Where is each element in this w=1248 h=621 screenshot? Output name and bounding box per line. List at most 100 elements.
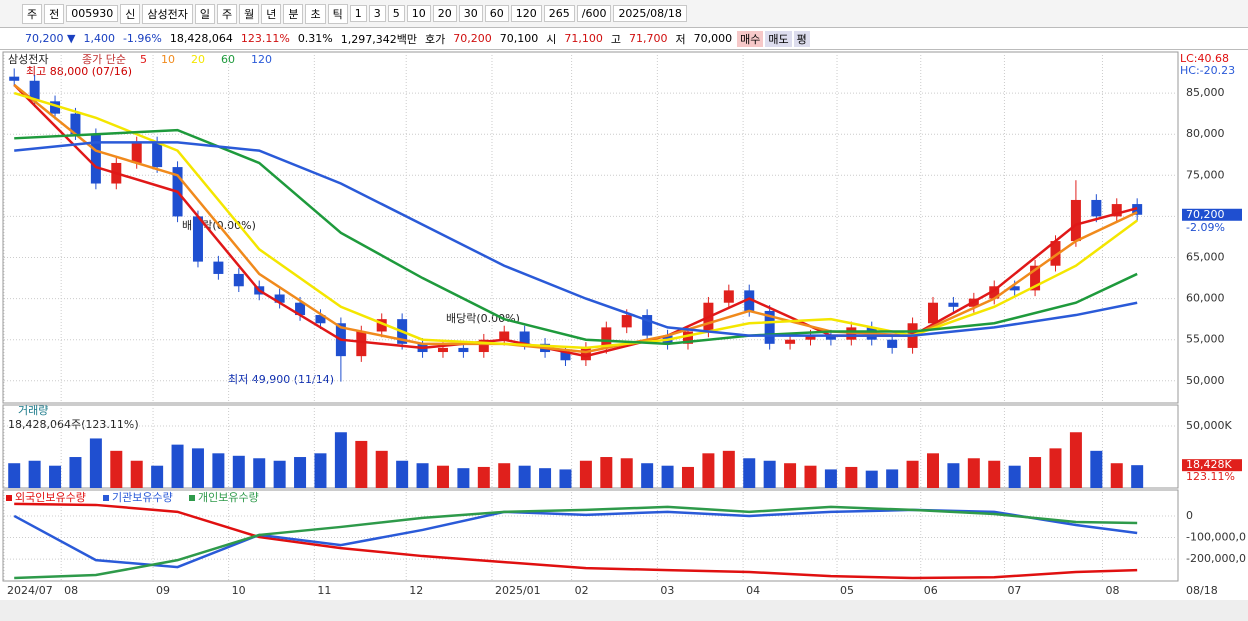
candle-body — [989, 286, 1000, 299]
volume-bar — [457, 468, 470, 488]
toolbar-item[interactable]: 분 — [283, 3, 304, 24]
candle-body — [642, 315, 653, 336]
y-tick-label: -100,000,0 — [1186, 531, 1246, 544]
candle-body — [213, 261, 224, 274]
candle-body — [785, 339, 796, 344]
volume-bar — [110, 450, 123, 488]
candle-body — [499, 331, 510, 340]
candle-body — [723, 290, 734, 303]
candle-body — [70, 113, 81, 135]
toolbar-item[interactable]: 30 — [458, 5, 483, 22]
toolbar-item[interactable]: 120 — [510, 5, 542, 22]
lc: LC:40.68 — [1180, 52, 1229, 65]
candle-body — [356, 331, 367, 357]
volume-bar — [763, 460, 776, 488]
toolbar-item[interactable]: 년 — [261, 3, 282, 24]
toolbar-item[interactable]: /600 — [576, 5, 612, 22]
toolbar-item[interactable]: 전 — [44, 3, 65, 24]
candle-body — [560, 352, 571, 361]
x-tick-label: 07 — [1007, 584, 1021, 597]
candle-body — [744, 290, 755, 311]
candle-body — [1030, 265, 1041, 291]
legend-entry: 5 — [140, 53, 147, 66]
quote-item: 저 — [675, 32, 686, 46]
toolbar-item[interactable]: 틱 — [327, 3, 348, 24]
quote-item: 0.31% — [297, 32, 333, 45]
line — [13, 83, 1138, 354]
volume-bar — [232, 455, 245, 488]
volume-bar — [579, 460, 592, 488]
volume-bar — [967, 458, 980, 488]
toolbar-item[interactable]: 주 — [216, 3, 238, 24]
toolbar-item[interactable]: 신 — [120, 3, 141, 24]
volume-bar — [89, 438, 102, 488]
volume-bar — [8, 463, 21, 488]
volume-bar — [702, 453, 715, 488]
toolbar-item[interactable]: 1 — [349, 5, 367, 22]
quote-item: 시 — [546, 32, 557, 46]
hc: HC:-20.23 — [1180, 64, 1235, 77]
toolbar-item[interactable]: 265 — [543, 5, 575, 22]
toolbar-item[interactable]: 주 — [22, 3, 43, 24]
candle-body — [152, 142, 163, 168]
toolbar-item[interactable]: 3 — [368, 5, 386, 22]
candle-body — [601, 327, 612, 348]
candle-body — [233, 273, 244, 287]
volume-bar — [171, 444, 184, 488]
legend-entry: 개인보유수량 — [198, 491, 259, 504]
toolbar-item[interactable]: 20 — [432, 5, 457, 22]
toolbar[interactable]: 주 전 005930 신 삼성전자 일 주 월 년 분 초 틱 1 3 5 10 20 30 60 120 265/60… — [0, 0, 1248, 28]
toolbar-item[interactable]: 10 — [406, 5, 431, 22]
toolbar-item[interactable]: 월 — [239, 3, 260, 24]
last-ratio: 123.11% — [1186, 470, 1235, 483]
legend-entry: 120 — [251, 53, 272, 66]
legend-swatch — [103, 495, 109, 501]
toolbar-item[interactable]: 초 — [305, 3, 326, 24]
quote-item: 70,200 ▼ — [25, 32, 76, 45]
volume-bar — [416, 463, 429, 488]
candle-body — [458, 347, 469, 353]
toolbar-item[interactable]: 5 — [387, 5, 405, 22]
dividend-note: 배당락(0.00%) — [446, 312, 520, 325]
y-tick-label: 0 — [1186, 509, 1193, 522]
toolbar-item[interactable]: 삼성전자 — [142, 3, 193, 24]
y-tick-label: -200,000,0 — [1186, 552, 1246, 565]
toolbar-item[interactable]: 2025/08/18 — [613, 5, 687, 22]
candle-body — [580, 347, 591, 361]
candle-body — [948, 302, 959, 307]
volume-bar — [130, 460, 143, 488]
candle-body — [315, 315, 326, 324]
volume-bar — [906, 460, 919, 488]
toolbar-item[interactable]: 일 — [194, 3, 215, 24]
legend-swatch — [6, 495, 12, 501]
scrollbar[interactable] — [0, 600, 1248, 621]
holdings-panel — [2, 489, 1179, 582]
volume-bar — [559, 469, 572, 488]
toolbar-item[interactable]: 005930 — [66, 5, 119, 22]
x-tick-label: 09 — [156, 584, 170, 597]
y-tick-label: 55,000 — [1186, 333, 1225, 346]
volume-bar — [1008, 465, 1021, 488]
volume-bar — [600, 457, 613, 488]
x-tick-label: 04 — [746, 584, 760, 597]
toolbar-item[interactable]: 60 — [484, 5, 509, 22]
volume-bar — [375, 450, 388, 488]
legend-name: 삼성전자 — [8, 53, 48, 66]
volume-bar — [273, 460, 286, 488]
candle-body — [682, 331, 693, 344]
candle-body — [1091, 199, 1102, 217]
y-tick-label: 60,000 — [1186, 292, 1225, 305]
x-tick-label: 06 — [924, 584, 938, 597]
quote-item: 고 — [610, 32, 621, 46]
candle-body — [621, 315, 632, 328]
volume-bar — [477, 466, 490, 488]
x-tick-label: 12 — [409, 584, 423, 597]
candle-body — [825, 335, 836, 340]
candle-body — [192, 216, 203, 262]
volume-bar — [253, 458, 266, 488]
volume-bar — [926, 453, 939, 488]
volume-bar — [988, 460, 1001, 488]
low-note: 최저 49,900 (11/14) — [228, 373, 334, 386]
volume-bar — [947, 463, 960, 488]
